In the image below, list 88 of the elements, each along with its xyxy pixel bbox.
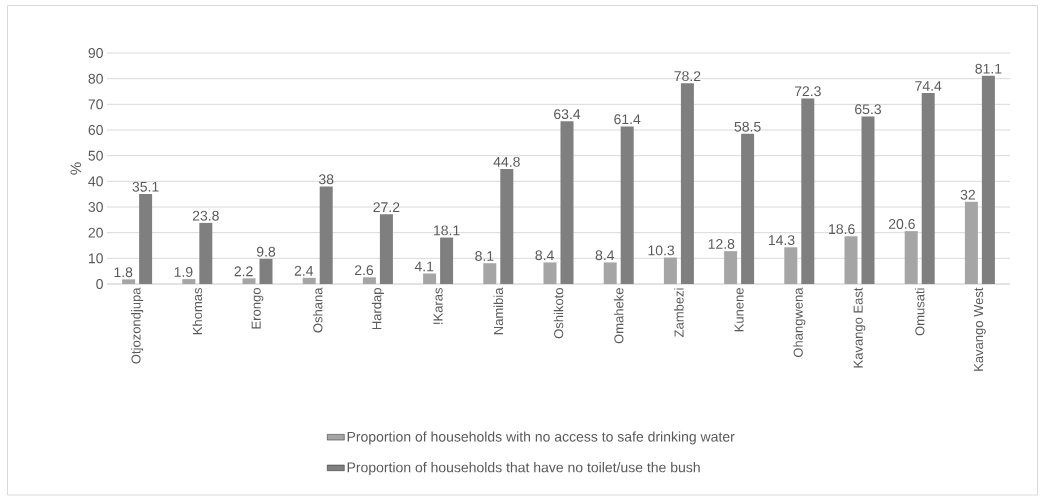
x-tick-label: Oshikoto <box>553 288 564 339</box>
bar <box>483 263 497 284</box>
data-label: 1.9 <box>174 266 193 277</box>
data-label: 20.6 <box>888 219 915 229</box>
data-label: 32 <box>960 189 975 200</box>
data-label: 23.8 <box>192 210 219 221</box>
bar <box>620 126 634 284</box>
bar <box>560 121 574 284</box>
bar <box>423 273 437 284</box>
x-tick-label: Kavango West <box>974 287 986 371</box>
bar <box>259 258 273 284</box>
x-tick-label: Omaheke <box>613 288 624 344</box>
bar <box>904 231 918 284</box>
x-tick-label: Namibia <box>493 287 504 335</box>
data-label: 81.1 <box>975 63 1002 74</box>
bar <box>964 201 978 284</box>
x-tick-label: Omusati <box>914 288 925 336</box>
bar <box>741 133 755 284</box>
y-tick-label: 0 <box>96 279 103 289</box>
bar <box>724 251 738 284</box>
x-tick-label: Erongo <box>251 288 264 329</box>
data-label: 58.5 <box>734 121 761 132</box>
legend-label: Proportion of households with no access to safe drinking water <box>347 431 735 445</box>
data-label: 4.1 <box>414 261 434 272</box>
bar <box>362 277 376 284</box>
bar <box>861 116 875 284</box>
y-tick-label: 60 <box>88 125 103 135</box>
y-tick-label: 90 <box>88 48 103 58</box>
bar <box>921 93 935 284</box>
y-tick-label: 40 <box>88 176 103 187</box>
y-tick-label: 20 <box>88 227 103 238</box>
data-label: 12.8 <box>708 239 735 249</box>
data-label: 8.4 <box>595 250 615 261</box>
data-label: 44.8 <box>493 156 520 167</box>
x-tick-label: Hardap <box>371 288 384 330</box>
x-tick-label: Kunene <box>734 288 744 332</box>
bar <box>680 83 694 284</box>
x-tick-label: Zambezi <box>674 288 684 337</box>
bar <box>182 279 196 284</box>
data-label: 2.2 <box>234 266 253 277</box>
bar <box>500 169 514 284</box>
data-label: 9.8 <box>256 246 276 257</box>
data-label: 74.4 <box>915 81 942 91</box>
x-tick-label: Kavango East <box>853 287 866 368</box>
bar <box>844 236 858 284</box>
data-label: 14.3 <box>768 235 795 246</box>
y-axis-title: % <box>70 162 82 175</box>
data-label: 18.6 <box>829 224 855 235</box>
y-tick-label: 10 <box>88 253 103 264</box>
data-label: 2.4 <box>294 265 314 276</box>
data-label: 61.4 <box>614 114 641 125</box>
x-tick-label: Oshana <box>312 287 323 333</box>
bar <box>981 75 995 284</box>
data-label: 10.3 <box>648 245 675 256</box>
bar <box>139 193 153 284</box>
bar <box>543 262 557 284</box>
data-label: 35.1 <box>132 181 159 192</box>
bar <box>199 222 213 284</box>
data-label: 78.2 <box>674 71 701 82</box>
bar <box>302 277 316 284</box>
y-tick-label: 70 <box>88 99 103 110</box>
bar <box>242 278 256 284</box>
data-label: 63.4 <box>554 109 581 120</box>
x-tick-label: Khomas <box>192 287 203 335</box>
x-tick-label: Otjozondjupa <box>131 287 144 364</box>
y-tick-label: 80 <box>88 73 103 84</box>
bar <box>440 237 454 284</box>
x-tick-label: Ohangwena <box>793 287 806 358</box>
data-label: 2.6 <box>354 265 374 276</box>
data-label: 65.3 <box>855 104 881 115</box>
y-tick-label: 50 <box>88 150 103 161</box>
bar <box>122 279 136 284</box>
data-label: 1.8 <box>114 267 133 278</box>
data-label: 8.1 <box>475 251 494 262</box>
bar <box>784 247 798 284</box>
data-label: 18.1 <box>434 225 460 236</box>
data-label: 38 <box>318 174 334 185</box>
bar <box>319 186 333 284</box>
y-tick-label: 30 <box>88 202 103 212</box>
data-label: 72.3 <box>794 86 821 97</box>
x-tick-label: !Karas <box>433 287 443 324</box>
data-label: 8.4 <box>535 250 554 261</box>
bar <box>663 257 677 284</box>
bar <box>379 214 393 284</box>
data-label: 27.2 <box>373 202 400 212</box>
bar <box>801 98 815 284</box>
legend-label: Proportion of households that have no toilet/use the bush <box>347 462 700 476</box>
bar <box>603 262 617 284</box>
